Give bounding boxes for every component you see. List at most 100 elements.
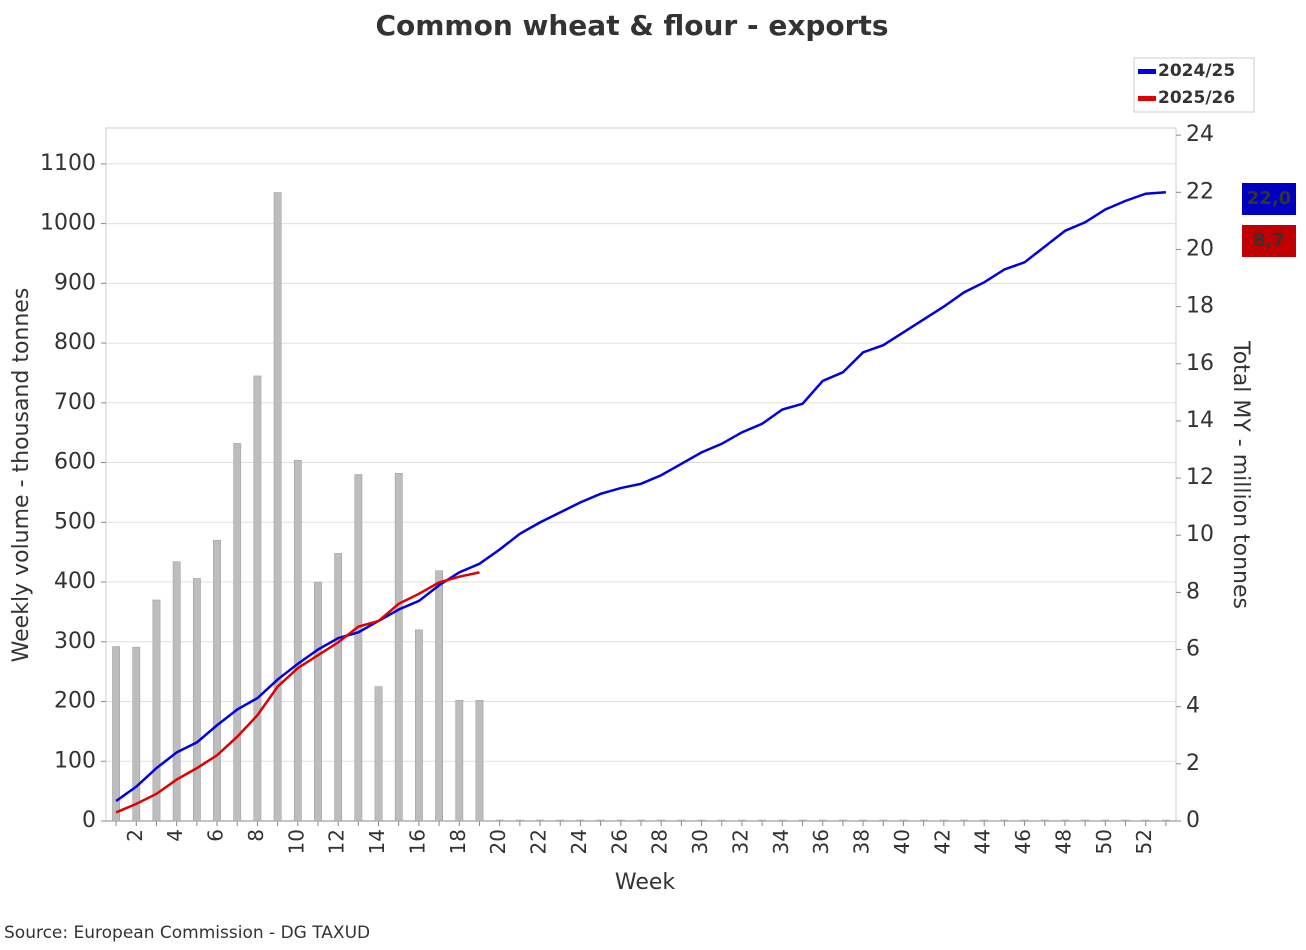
x-tick-label: 28 [648,829,672,854]
x-tick-label: 10 [284,829,308,854]
bar [1121,819,1130,822]
x-tick-label: 6 [204,829,228,842]
bar [354,474,363,822]
bar [960,819,968,822]
bar [556,819,565,822]
x-tick-label: 2 [123,829,147,842]
bar [576,819,585,822]
x-tick-label: 16 [405,829,429,854]
x-tick-label: 42 [930,829,954,854]
y-tick-label: 0 [82,808,96,833]
bar [919,819,928,822]
y2-tick-label: 4 [1186,694,1200,719]
bar [818,819,827,822]
y2-tick-label: 0 [1186,808,1200,833]
bar [394,473,403,822]
x-tick-label: 32 [728,829,752,854]
bar [899,819,908,822]
y-tick-label: 800 [54,330,96,355]
legend-swatch [1138,96,1156,101]
y2-tick-label: 14 [1186,408,1214,433]
x-tick-label: 14 [365,829,389,854]
x-tick-label: 46 [1011,829,1035,854]
y-tick-label: 300 [54,629,96,654]
y2-tick-label: 18 [1186,294,1214,319]
chart-title: Common wheat & flour - exports [375,9,888,42]
bar [213,539,221,822]
bar [495,819,504,822]
x-tick-label: 4 [163,829,187,842]
y-tick-label: 600 [54,450,96,475]
bar [273,192,282,822]
bar [1000,819,1009,822]
series-line [115,571,480,814]
bar [374,686,383,822]
bar [314,581,322,822]
bar [415,629,423,822]
x-tick-label: 22 [527,829,551,854]
bar [1101,819,1110,822]
end-label-box [1242,225,1296,257]
y-tick-label: 500 [54,509,96,534]
x-tick-label: 30 [688,829,712,854]
x-tick-label: 44 [971,829,995,854]
bar [778,819,787,822]
x-axis-label: Week [615,870,676,895]
x-tick-label: 52 [1132,829,1156,854]
legend-label: 2024/25 [1158,61,1235,81]
bar [758,819,767,822]
bar [152,599,161,822]
bar [233,443,242,822]
end-label: 8,7 [1253,230,1285,251]
y2-axis-label: Total MY - million tonnes [1228,340,1253,609]
bar [859,819,867,822]
bar [435,570,443,822]
end-label: 22,0 [1247,188,1291,209]
bar [1162,819,1170,822]
bar [980,819,989,822]
bar [657,819,666,822]
bar [455,700,464,822]
x-tick-label: 40 [890,829,914,854]
y-tick-label: 1100 [40,151,96,176]
y2-tick-label: 8 [1186,579,1200,604]
x-tick-label: 18 [446,829,470,854]
bar [717,819,726,822]
x-tick-label: 38 [850,829,874,854]
legend-label: 2025/26 [1158,88,1235,108]
x-tick-label: 34 [769,829,793,854]
x-tick-label: 50 [1092,829,1116,854]
y-tick-label: 400 [54,569,96,594]
bar [798,819,807,822]
bar [1061,819,1069,822]
bar [293,459,302,822]
y-tick-label: 900 [54,270,96,295]
bar [475,700,484,822]
bar [738,819,746,822]
bar [697,819,706,822]
x-tick-label: 26 [607,829,631,854]
bar [839,819,847,822]
bar [879,819,888,822]
source-note: Source: European Commission - DG TAXUD [4,923,370,943]
x-tick-label: 12 [325,829,349,854]
end-label-box [1242,183,1296,215]
bar [939,819,948,822]
bar [637,819,645,822]
y-tick-label: 700 [54,390,96,415]
legend-box [1133,57,1255,113]
y2-tick-label: 6 [1186,637,1200,662]
bar [596,819,605,822]
bar [172,561,181,822]
x-tick-label: 20 [486,829,510,854]
bar [1141,819,1150,822]
bar [536,819,544,822]
y2-tick-label: 2 [1186,751,1200,776]
bar [132,646,141,822]
bar [334,553,343,822]
bar [112,646,120,822]
y2-tick-label: 22 [1186,179,1214,204]
y2-tick-label: 10 [1186,522,1214,547]
y2-tick-label: 20 [1186,236,1214,261]
